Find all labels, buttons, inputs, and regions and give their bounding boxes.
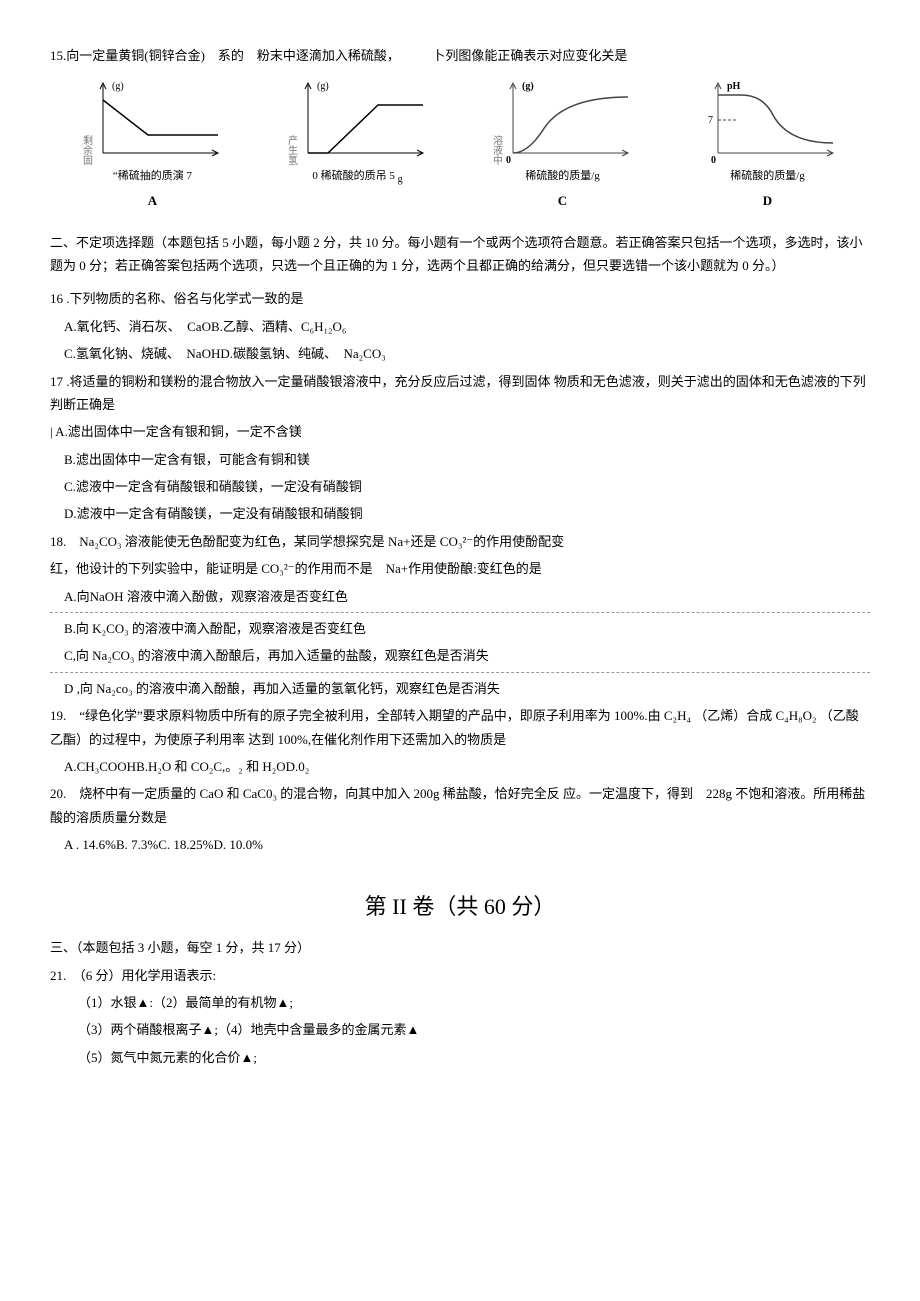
chart-C-xlabel: 稀硫酸的质量/g [478,167,648,187]
q18-opt-B: B.向 K₂CO₃ 的溶液中滴入酚配，观察溶液是否变红色 [64,617,870,640]
q18-opt-D: D ,向 Na₂co₃ 的溶液中滴入酚酿，再加入适量的氢氧化钙，观察红色是否消失 [64,677,870,700]
chart-A-svg: 剩余固体质量 (g) [78,75,228,165]
svg-text:pH: pH [727,81,741,92]
chart-D-letter: D [683,189,853,212]
svg-text:溶液中锌元素质量: 溶液中锌元素质量 [490,134,502,165]
q18-stem2: 红，他设计的下列实验中，能证明是 CO₃²⁻的作用而不是 Na+作用使酚酿:变红… [50,557,870,580]
q19-stem: 19. “绿色化学”要求原料物质中所有的原子完全被利用，全部转入期望的产品中，即… [50,704,870,751]
section3-instructions: 三、（本题包括 3 小题，每空 1 分，共 17 分） [50,936,870,959]
q19-opts: A.CH₃COOHB.H₂O 和 CO₂C,。₂ 和 H₂OD.0₂ [64,755,870,778]
q20-stem: 20. 烧杯中有一定质量的 CaO 和 CaC0₃ 的混合物，向其中加入 200… [50,782,870,829]
chart-A-xlabel: “稀硫抽的质演 7 [68,167,238,187]
section2-instructions: 二、不定项选择题（本题包括 5 小题，每小题 2 分，共 10 分。每小题有一个… [50,231,870,278]
svg-text:(g): (g) [522,81,534,92]
q16-stem: 16 .下列物质的名称、俗名与化学式一致的是 [50,287,870,310]
q16-opt-CD: C.氢氧化钠、烧碱、 NaOHD.碳酸氢钠、纯碱、 Na₂CO₃ [64,342,870,365]
q17-opt-D: D.滤液中一定含有硝酸镁，一定没有硝酸银和硝酸铜 [64,502,870,525]
chart-A-letter: A [68,189,238,212]
q17-opt-A: | A.滤出固体中一定含有银和铜，一定不含镁 [50,420,870,443]
chart-B-xlabel: 0 稀硫酸的质吊 5 g [273,167,443,189]
chart-C-letter: C [478,189,648,212]
q21-line1: （1）水银▲:（2）最简单的有机物▲; [78,991,870,1014]
divider [50,612,870,613]
q18-stem1: 18. Na₂CO₃ 溶液能使无色酚配变为红色，某同学想探究是 Na+还是 CO… [50,530,870,553]
chart-C-svg: 溶液中锌元素质量 (g) 0 [488,75,638,165]
svg-text:0: 0 [711,155,716,165]
chart-D: pH 0 7 稀硫酸的质量/g D [683,75,853,212]
chart-B: 产生氢气质量 (g) 0 稀硫酸的质吊 5 g [273,75,443,212]
q17-opt-C: C.滤液中一定含有硝酸银和硝酸镁，一定没有硝酸铜 [64,475,870,498]
svg-text:剩余固体质量: 剩余固体质量 [80,134,92,165]
svg-text:(g): (g) [112,81,124,92]
q18-opt-C: C,向 Na₂CO₃ 的溶液中滴入酚酿后，再加入适量的盐酸，观察红色是否消失 [64,644,870,667]
q17-stem: 17 .将适量的铜粉和镁粉的混合物放入一定量硝酸银溶液中，充分反应后过滤，得到固… [50,370,870,417]
q21-line3: （5）氮气中氮元素的化合价▲; [78,1046,870,1069]
q18-opt-A: A.向NaOH 溶液中滴入酚傲，观察溶液是否变红色 [64,585,870,608]
q15-stem: 15.向一定量黄铜(铜锌合金) 系的 粉末中逐滴加入稀硫酸， 卜列图像能正确表示… [50,44,870,67]
chart-A: 剩余固体质量 (g) “稀硫抽的质演 7 A [68,75,238,212]
chart-D-xlabel: 稀硫酸的质量/g [683,167,853,187]
svg-text:7: 7 [708,115,713,126]
chart-C: 溶液中锌元素质量 (g) 0 稀硫酸的质量/g C [478,75,648,212]
chart-B-svg: 产生氢气质量 (g) [283,75,433,165]
svg-text:产生氢气质量: 产生氢气质量 [285,134,297,165]
svg-text:0: 0 [506,155,511,165]
divider [50,672,870,673]
q21-line2: （3）两个硝酸根离子▲;（4）地壳中含量最多的金属元素▲ [78,1018,870,1041]
q20-opts: A . 14.6%B. 7.3%C. 18.25%D. 10.0% [64,833,870,856]
q17-opt-B: B.滤出固体中一定含有银，可能含有铜和镁 [64,448,870,471]
svg-text:(g): (g) [317,81,329,92]
q21-stem: 21. （6 分）用化学用语表示: [50,964,870,987]
q15-charts: 剩余固体质量 (g) “稀硫抽的质演 7 A 产生氢气质量 (g) 0 稀硫酸的… [50,75,870,212]
chart-D-svg: pH 0 7 [693,75,843,165]
part2-title: 第 II 卷（共 60 分） [50,887,870,927]
q16-opt-AB: A.氧化钙、消石灰、 CaOB.乙醇、酒精、C₆H₁₂O₆ [64,315,870,338]
